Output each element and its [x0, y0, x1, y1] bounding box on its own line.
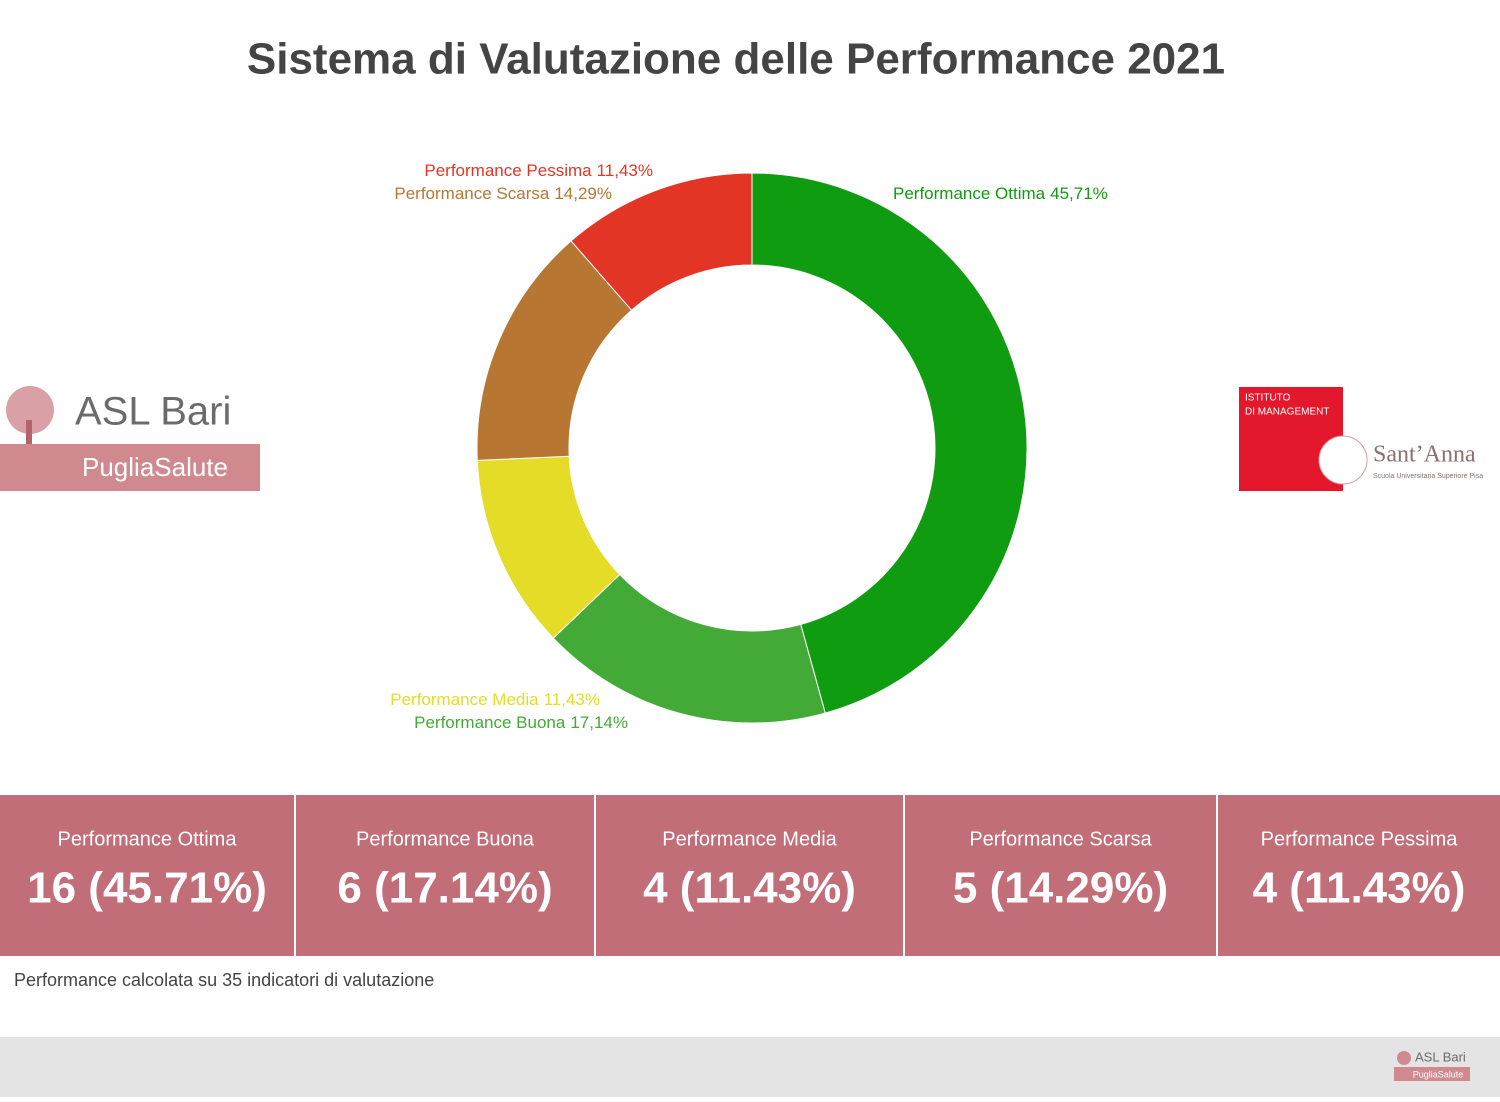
label-category: Performance Buona: [414, 713, 566, 732]
kpi-card: [905, 795, 1216, 956]
santanna-logo: ISTITUTO DI MANAGEMENT Sant’Anna Scuola …: [1239, 387, 1483, 491]
asl-text: ASL Bari: [1415, 1049, 1466, 1064]
kpi-value: 6 (17.14%): [337, 864, 552, 913]
label-value: 14,29%: [554, 184, 612, 203]
data-label: Performance Scarsa 14,29%: [394, 184, 612, 203]
label-category: Performance Pessima: [424, 161, 592, 180]
puglia-text: PugliaSalute: [82, 452, 228, 482]
label-category: Performance Media: [390, 690, 539, 709]
label-value: 11,43%: [544, 690, 600, 709]
data-label: Performance Pessima 11,43%: [424, 161, 653, 180]
tree-trunk: [26, 420, 32, 444]
kpi-label: Performance Scarsa: [969, 828, 1152, 850]
kpi-value: 4 (11.43%): [1253, 864, 1466, 913]
kpi-label: Performance Media: [662, 828, 837, 850]
puglia-text: PugliaSalute: [1413, 1069, 1464, 1079]
kpi-label: Performance Pessima: [1261, 828, 1459, 850]
seal: [1318, 435, 1368, 485]
tree-icon: [6, 386, 54, 434]
istituto-text: DI MANAGEMENT: [1245, 407, 1329, 418]
donut: Performance Ottima 45,71% Performance Buon…: [390, 161, 1108, 732]
label-value: 17,14%: [570, 713, 628, 732]
tree-icon: [1397, 1051, 1411, 1065]
kpi-card: [0, 795, 294, 956]
donut-slice: [751, 172, 1028, 714]
data-label: Performance Buona 17,14%: [414, 713, 628, 732]
kpi-label: Performance Buona: [356, 828, 535, 850]
chart-title: Sistema di Valutazione delle Performance…: [247, 35, 1225, 84]
santanna-text: Sant’Anna: [1373, 442, 1476, 468]
data-label: Performance Media 11,43%: [390, 690, 600, 709]
label-category: Performance Ottima: [893, 184, 1046, 203]
cards: Performance Ottima 16 (45.71%) Performance…: [0, 795, 1500, 956]
kpi-card: [1218, 795, 1500, 956]
data-label: Performance Ottima 45,71%: [893, 184, 1108, 203]
footer-logo: ASL Bari PugliaSalute: [1394, 1049, 1470, 1081]
footer-band: [0, 1037, 1500, 1097]
asl-text: ASL Bari: [75, 390, 231, 434]
puglia-box: [0, 444, 260, 491]
kpi-card: [296, 795, 594, 956]
label-value: 11,43%: [597, 161, 653, 180]
puglia-box: [1394, 1067, 1470, 1081]
kpi-card: [596, 795, 903, 956]
kpi-label: Performance Ottima: [58, 828, 238, 850]
footnote: Performance calcolata su 35 indicatori d…: [14, 970, 434, 990]
label-category: Performance Scarsa: [394, 184, 549, 203]
kpi-value: 4 (11.43%): [643, 864, 856, 913]
istituto-text: ISTITUTO: [1245, 393, 1291, 404]
donut-slice: [570, 172, 753, 311]
kpi-value: 5 (14.29%): [953, 864, 1168, 913]
scuola-text: Scuola Universitaria Superiore Pisa: [1373, 473, 1483, 480]
kpi-value: 16 (45.71%): [27, 864, 267, 913]
asl-logo: ASL Bari PugliaSalute: [0, 386, 260, 491]
label-value: 45,71%: [1050, 184, 1108, 203]
